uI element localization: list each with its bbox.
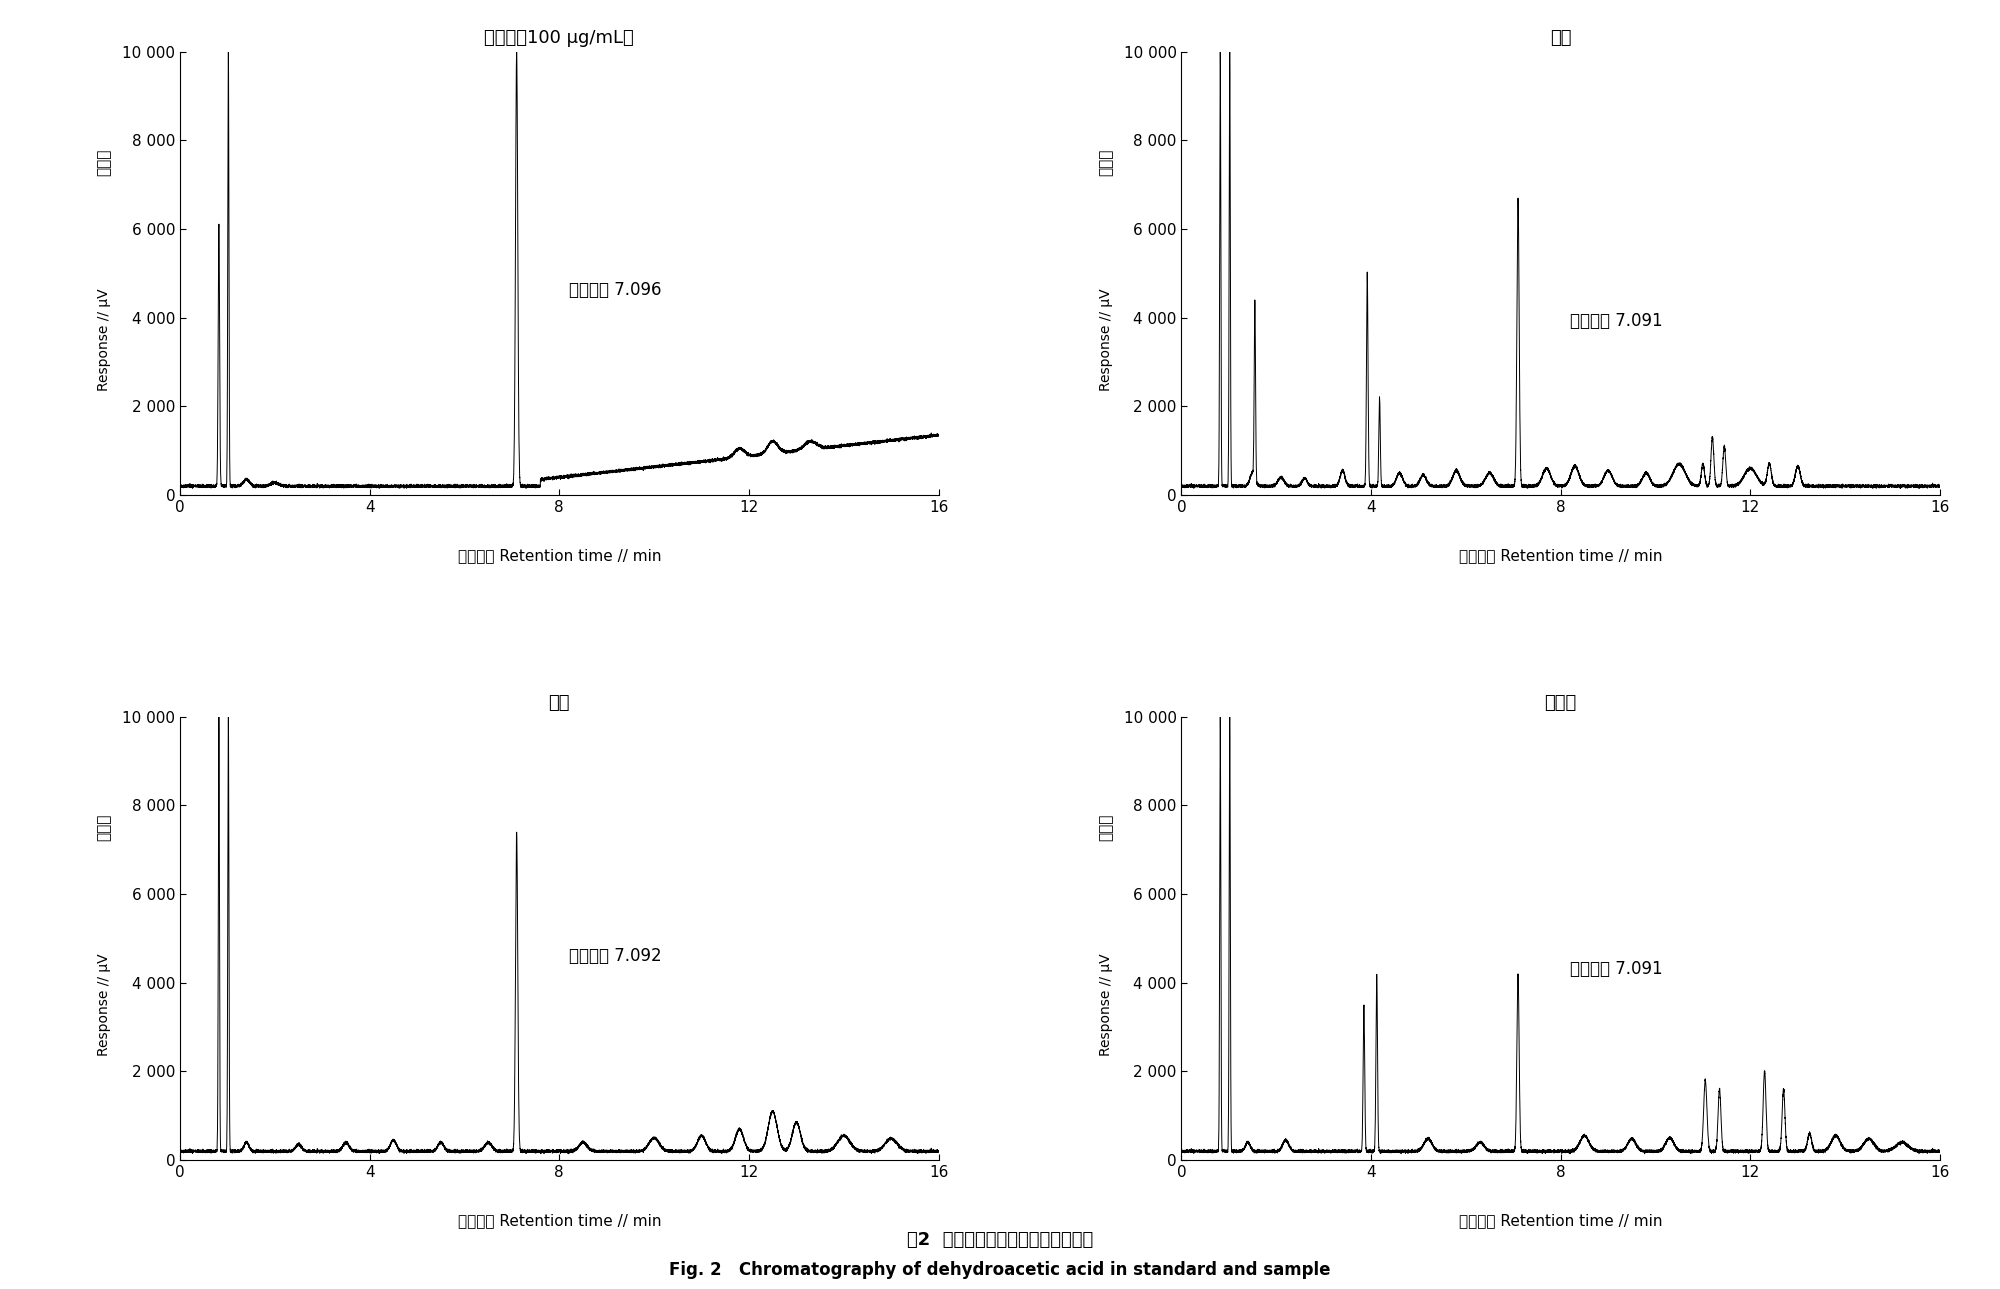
Text: 响应值: 响应值 <box>1098 813 1114 842</box>
Text: 脱氢乙酸 7.092: 脱氢乙酸 7.092 <box>568 946 662 964</box>
Text: 保留时间 Retention time // min: 保留时间 Retention time // min <box>458 548 662 563</box>
Text: 响应值: 响应值 <box>96 148 112 177</box>
Text: 响应值: 响应值 <box>96 813 112 842</box>
Text: 保留时间 Retention time // min: 保留时间 Retention time // min <box>1458 548 1662 563</box>
Text: 保留时间 Retention time // min: 保留时间 Retention time // min <box>458 1213 662 1228</box>
Text: 响应值: 响应值 <box>1098 148 1114 177</box>
Text: Response // μV: Response // μV <box>1098 289 1112 391</box>
Title: 肉制品: 肉制品 <box>1544 695 1576 713</box>
Text: 图2  标准品和样品中脱氢乙酸色谱图: 图2 标准品和样品中脱氢乙酸色谱图 <box>906 1231 1094 1249</box>
Title: 面包: 面包 <box>548 695 570 713</box>
Text: 脱氢乙酸 7.091: 脱氢乙酸 7.091 <box>1570 312 1662 330</box>
Text: 脱氢乙酸 7.096: 脱氢乙酸 7.096 <box>568 281 662 299</box>
Title: 标准品（100 μg/mL）: 标准品（100 μg/mL） <box>484 30 634 48</box>
Text: Response // μV: Response // μV <box>1098 954 1112 1056</box>
Text: Response // μV: Response // μV <box>98 289 112 391</box>
Text: Response // μV: Response // μV <box>98 954 112 1056</box>
Text: Fig. 2   Chromatography of dehydroacetic acid in standard and sample: Fig. 2 Chromatography of dehydroacetic a… <box>670 1261 1330 1279</box>
Text: 保留时间 Retention time // min: 保留时间 Retention time // min <box>1458 1213 1662 1228</box>
Text: 脱氢乙酸 7.091: 脱氢乙酸 7.091 <box>1570 960 1662 978</box>
Title: 糕点: 糕点 <box>1550 30 1572 48</box>
